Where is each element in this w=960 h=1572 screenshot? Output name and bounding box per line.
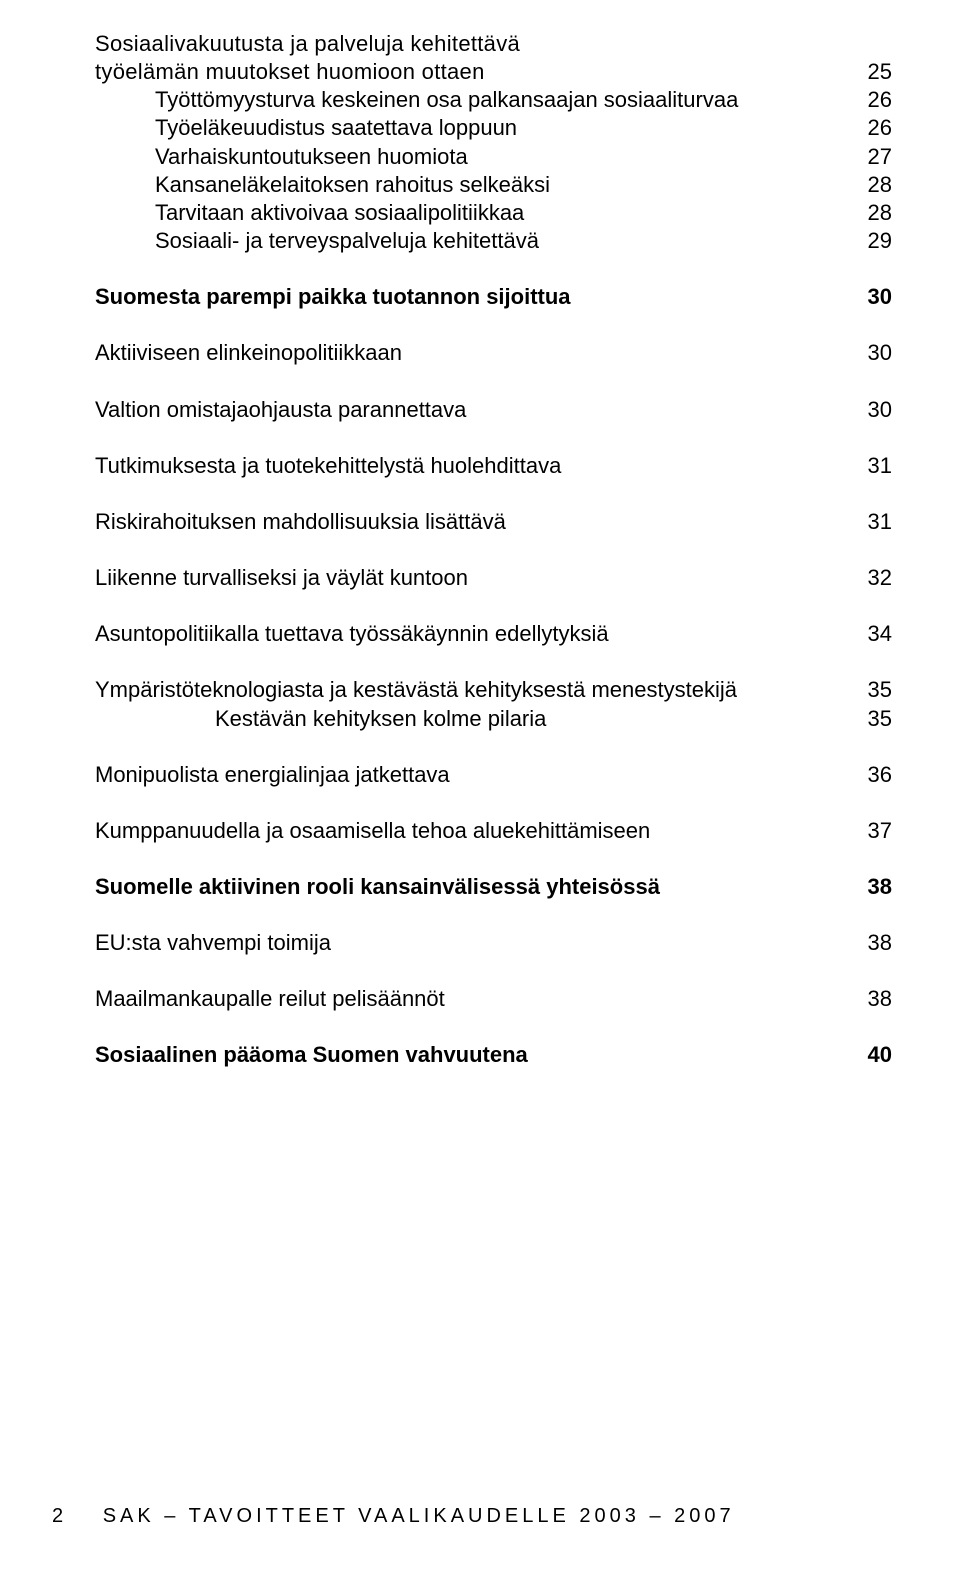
table-of-contents: Sosiaalivakuutusta ja palveluja kehitett…	[95, 30, 892, 1070]
toc-label: Varhaiskuntoutukseen huomiota	[95, 143, 852, 171]
toc-label: Työeläkeuudistus saatettava loppuun	[95, 114, 852, 142]
toc-label: Sosiaali- ja terveyspalveluja kehitettäv…	[95, 227, 852, 255]
toc-page-number: 31	[852, 452, 892, 480]
toc-label: Maailmankaupalle reilut pelisäännöt	[95, 985, 852, 1013]
toc-page-number: 30	[852, 283, 892, 311]
toc-row: Tutkimuksesta ja tuotekehittelystä huole…	[95, 452, 892, 480]
toc-row: EU:sta vahvempi toimija38	[95, 929, 892, 957]
toc-page-number: 27	[852, 143, 892, 171]
toc-page-number: 31	[852, 508, 892, 536]
toc-row: Monipuolista energialinjaa jatkettava36	[95, 761, 892, 789]
toc-label: Kumppanuudella ja osaamisella tehoa alue…	[95, 817, 852, 845]
toc-label: Sosiaalinen pääoma Suomen vahvuutena	[95, 1041, 852, 1069]
footer-text: SAK – TAVOITTEET VAALIKAUDELLE 2003 – 20…	[103, 1505, 735, 1527]
toc-gap	[95, 424, 892, 452]
toc-row: Maailmankaupalle reilut pelisäännöt38	[95, 985, 892, 1013]
footer-page-number: 2	[52, 1505, 63, 1527]
toc-row: Kestävän kehityksen kolme pilaria35	[95, 705, 892, 733]
toc-label: Kestävän kehityksen kolme pilaria	[95, 705, 852, 733]
toc-label: Ympäristöteknologiasta ja kestävästä keh…	[95, 676, 852, 704]
toc-row: Kansaneläkelaitoksen rahoitus selkeäksi2…	[95, 171, 892, 199]
toc-page-number: 30	[852, 339, 892, 367]
toc-row: Tarvitaan aktivoivaa sosiaalipolitiikkaa…	[95, 199, 892, 227]
toc-row: Aktiiviseen elinkeinopolitiikkaan30	[95, 339, 892, 367]
toc-row: Sosiaali- ja terveyspalveluja kehitettäv…	[95, 227, 892, 255]
toc-page-number: 28	[852, 199, 892, 227]
toc-gap	[95, 789, 892, 817]
toc-label: Sosiaalivakuutusta ja palveluja kehitett…	[95, 30, 852, 58]
toc-page-number: 26	[852, 114, 892, 142]
toc-gap	[95, 592, 892, 620]
toc-row: Varhaiskuntoutukseen huomiota27	[95, 143, 892, 171]
toc-row: Liikenne turvalliseksi ja väylät kuntoon…	[95, 564, 892, 592]
toc-page-number: 36	[852, 761, 892, 789]
toc-row: Suomelle aktiivinen rooli kansainvälises…	[95, 873, 892, 901]
toc-page-number: 32	[852, 564, 892, 592]
toc-row: Valtion omistajaohjausta parannettava30	[95, 396, 892, 424]
toc-gap	[95, 255, 892, 283]
toc-gap	[95, 648, 892, 676]
toc-gap	[95, 1013, 892, 1041]
toc-page-number: 28	[852, 171, 892, 199]
toc-page-number: 40	[852, 1041, 892, 1069]
toc-row: työelämän muutokset huomioon ottaen25	[95, 58, 892, 86]
toc-gap	[95, 733, 892, 761]
toc-row: Riskirahoituksen mahdollisuuksia lisättä…	[95, 508, 892, 536]
toc-label: Suomelle aktiivinen rooli kansainvälises…	[95, 873, 852, 901]
toc-row: Asuntopolitiikalla tuettava työssäkäynni…	[95, 620, 892, 648]
toc-row: Ympäristöteknologiasta ja kestävästä keh…	[95, 676, 892, 704]
toc-row: Kumppanuudella ja osaamisella tehoa alue…	[95, 817, 892, 845]
toc-gap	[95, 480, 892, 508]
toc-row: Työttömyysturva keskeinen osa palkansaaj…	[95, 86, 892, 114]
toc-gap	[95, 311, 892, 339]
toc-label: Riskirahoituksen mahdollisuuksia lisättä…	[95, 508, 852, 536]
toc-row: Suomesta parempi paikka tuotannon sijoit…	[95, 283, 892, 311]
toc-page-number: 38	[852, 985, 892, 1013]
toc-label: Aktiiviseen elinkeinopolitiikkaan	[95, 339, 852, 367]
toc-gap	[95, 957, 892, 985]
toc-page-number: 38	[852, 929, 892, 957]
page-footer: 2 SAK – TAVOITTEET VAALIKAUDELLE 2003 – …	[52, 1505, 735, 1528]
toc-page-number: 34	[852, 620, 892, 648]
toc-label: Suomesta parempi paikka tuotannon sijoit…	[95, 283, 852, 311]
toc-page-number: 37	[852, 817, 892, 845]
toc-label: Valtion omistajaohjausta parannettava	[95, 396, 852, 424]
toc-page-number: 30	[852, 396, 892, 424]
toc-gap	[95, 536, 892, 564]
toc-label: Asuntopolitiikalla tuettava työssäkäynni…	[95, 620, 852, 648]
toc-label: työelämän muutokset huomioon ottaen	[95, 58, 852, 86]
toc-gap	[95, 901, 892, 929]
toc-row: Sosiaalinen pääoma Suomen vahvuutena40	[95, 1041, 892, 1069]
toc-page-number: 35	[852, 676, 892, 704]
toc-label: EU:sta vahvempi toimija	[95, 929, 852, 957]
toc-label: Liikenne turvalliseksi ja väylät kuntoon	[95, 564, 852, 592]
toc-row: Sosiaalivakuutusta ja palveluja kehitett…	[95, 30, 892, 58]
toc-label: Monipuolista energialinjaa jatkettava	[95, 761, 852, 789]
toc-label: Tutkimuksesta ja tuotekehittelystä huole…	[95, 452, 852, 480]
toc-row: Työeläkeuudistus saatettava loppuun26	[95, 114, 892, 142]
toc-gap	[95, 845, 892, 873]
toc-page-number: 29	[852, 227, 892, 255]
toc-page-number: 38	[852, 873, 892, 901]
toc-label: Kansaneläkelaitoksen rahoitus selkeäksi	[95, 171, 852, 199]
toc-page-number: 26	[852, 86, 892, 114]
toc-gap	[95, 368, 892, 396]
toc-page-number: 25	[852, 58, 892, 86]
toc-page-number: 35	[852, 705, 892, 733]
toc-label: Tarvitaan aktivoivaa sosiaalipolitiikkaa	[95, 199, 852, 227]
toc-label: Työttömyysturva keskeinen osa palkansaaj…	[95, 86, 852, 114]
